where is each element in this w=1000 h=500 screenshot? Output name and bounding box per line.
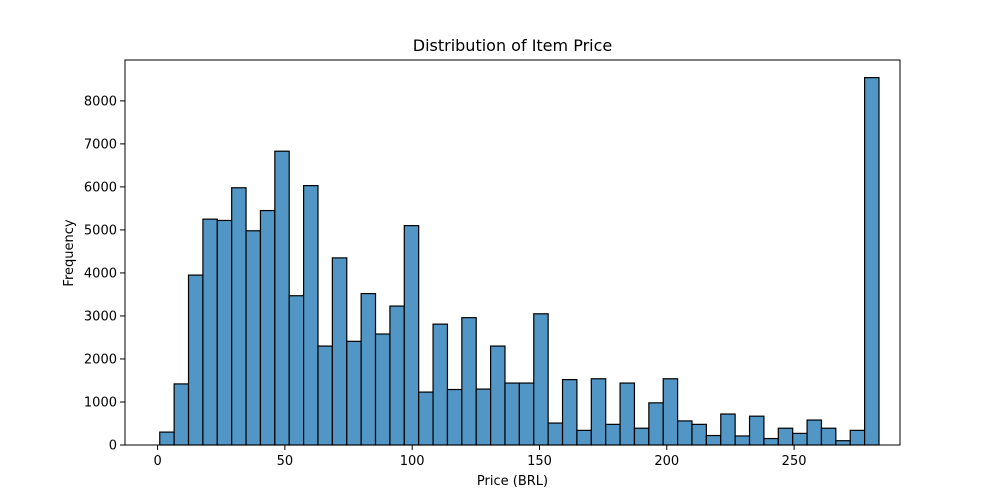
x-axis-ticks: 0 50 100 150 200 250 [153,445,807,469]
histogram-bar [346,340,362,446]
y-axis-title: Frequency [62,219,77,286]
histogram-bar [403,225,420,446]
histogram-bar [288,295,305,446]
histogram-bar [849,429,866,446]
histogram-bar [720,413,736,446]
histogram-bar [418,391,434,446]
histogram-bar [446,388,463,446]
histogram-bar [475,388,492,446]
histogram-bar [748,415,765,446]
histogram-bar [202,218,218,446]
histogram-bar [590,378,607,446]
histogram-bar [461,317,477,446]
histogram-bar [187,274,204,446]
y-tick-label: 3000 [84,309,117,324]
y-tick-label: 7000 [84,137,117,152]
histogram-bar [734,435,751,446]
histogram-bar [763,437,779,446]
histogram-bar [677,420,693,446]
histogram-bar [518,382,535,446]
histogram-bar [490,345,506,446]
y-tick-label: 6000 [84,180,117,195]
histogram-bar [662,378,679,446]
histogram-bar [864,77,880,446]
histogram-bar [691,423,707,446]
y-axis-ticks: 0 1000 2000 3000 4000 5000 6000 7000 8000 [84,94,125,454]
plot-frame [124,59,901,446]
histogram-bar [389,305,405,446]
bars-group [159,77,880,446]
histogram-bar [216,219,233,446]
x-tick-label: 50 [277,454,294,469]
y-tick-label: 8000 [84,94,117,109]
histogram-bar [331,257,348,446]
y-tick-label: 5000 [84,223,117,238]
histogram-bar [547,422,564,446]
x-tick-label: 100 [400,454,425,469]
histogram-bar [303,185,319,446]
histogram-bar [576,429,592,446]
histogram-bar [820,427,837,446]
x-tick-label: 200 [654,454,679,469]
histogram-bar [835,440,851,446]
histogram-bar [245,230,262,446]
histogram-bar [648,402,664,446]
histogram-bar [317,345,333,446]
histogram-bar [259,209,276,446]
histogram-bar [605,423,621,446]
histogram-bar [561,379,578,446]
y-tick-label: 2000 [84,352,117,367]
histogram-bar [159,431,175,446]
histogram-bar [374,333,391,446]
histogram-bar [231,187,247,446]
histogram-bar [619,382,636,446]
histogram-bar [360,292,377,446]
histogram-bar [432,323,449,446]
histogram-bar [633,427,650,446]
histogram-bar [777,427,794,446]
x-tick-label: 0 [153,454,161,469]
chart-title: Distribution of Item Price [413,36,612,55]
histogram-bar [792,432,808,446]
x-axis-title: Price (BRL) [477,474,548,489]
x-tick-label: 150 [527,454,552,469]
histogram-bar [806,419,823,446]
y-tick-label: 0 [109,439,117,454]
histogram-bar [173,383,190,446]
histogram-bar [533,313,549,446]
histogram-bar [705,434,722,446]
y-tick-label: 4000 [84,266,117,281]
histogram-bar [274,150,290,446]
y-tick-label: 1000 [84,395,117,410]
x-tick-label: 250 [782,454,807,469]
histogram-bar [504,382,520,446]
